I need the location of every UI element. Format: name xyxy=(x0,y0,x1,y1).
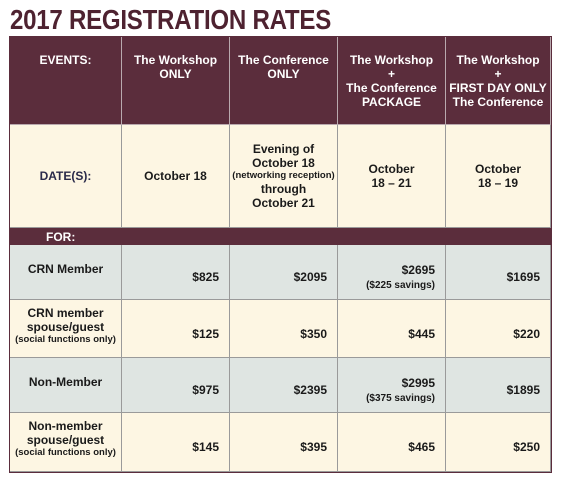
date-text: October 18 xyxy=(144,169,207,183)
row-label: Non-Member xyxy=(28,375,103,389)
row-label-cell: CRN Member xyxy=(10,245,122,300)
price: $1695 xyxy=(506,270,540,284)
row-label: (social functions only) xyxy=(15,447,116,458)
rates-table: EVENTS: The Workshop ONLY The Conference ONL… xyxy=(10,37,551,472)
price: $465 xyxy=(408,440,435,454)
price-cell: $2695 ($225 savings) xyxy=(338,245,446,300)
price-cell: $220 xyxy=(446,300,551,358)
row-label: CRN member xyxy=(27,305,104,320)
date-text: October 18 xyxy=(252,156,315,170)
header-text: The Workshop xyxy=(349,53,434,67)
date-cell: Evening of October 18 (networking receptio… xyxy=(230,125,338,228)
header-text: The Conference xyxy=(452,95,544,109)
price-cell: $975 xyxy=(122,358,230,413)
header-cell: The Workshop + The Conference PACKAGE xyxy=(338,37,446,125)
price-cell: $145 xyxy=(122,413,230,472)
price-cell: $125 xyxy=(122,300,230,358)
price-cell: $445 xyxy=(338,300,446,358)
header-text: + xyxy=(494,67,502,81)
price-cell: $350 xyxy=(230,300,338,358)
date-label: DATE(S): xyxy=(39,169,92,183)
price-cell: $1895 xyxy=(446,358,551,413)
header-text: The Workshop xyxy=(456,53,540,67)
date-text: 18 – 21 xyxy=(371,176,412,190)
header-text: The Workshop xyxy=(133,53,218,67)
price: $2395 xyxy=(293,383,327,397)
price: $220 xyxy=(513,326,540,341)
row-label: spouse/guest xyxy=(26,319,105,334)
price-cell: $395 xyxy=(230,413,338,472)
header-label: EVENTS: xyxy=(39,53,92,67)
header-cell: EVENTS: xyxy=(10,37,122,125)
header-text: ONLY xyxy=(267,67,300,81)
row-label-cell: Non-member spouse/guest (social functions … xyxy=(10,413,122,472)
header-cell: The Workshop ONLY xyxy=(122,37,230,125)
price: $125 xyxy=(192,326,219,341)
title: 2017 REGISTRATION RATES xyxy=(10,4,331,35)
price: $250 xyxy=(513,440,540,454)
date-cell: October 18 – 21 xyxy=(338,125,446,228)
header-text: + xyxy=(387,67,395,81)
header-text: PACKAGE xyxy=(361,95,422,109)
savings-note: ($375 savings) xyxy=(366,392,435,404)
header-text: ONLY xyxy=(159,67,192,81)
price: $445 xyxy=(408,326,435,341)
price: $145 xyxy=(192,440,219,454)
date-text: (networking reception) xyxy=(232,170,335,181)
price: $395 xyxy=(300,440,327,454)
date-text: October xyxy=(474,162,521,176)
for-bar: FOR: xyxy=(10,228,551,245)
date-text: October 21 xyxy=(252,196,315,210)
price-cell: $825 xyxy=(122,245,230,300)
date-cell: October 18 – 19 xyxy=(446,125,551,228)
price: $350 xyxy=(300,326,327,341)
price-cell: $465 xyxy=(338,413,446,472)
price-cell: $250 xyxy=(446,413,551,472)
date-text: October xyxy=(368,162,415,176)
price-cell: $2395 xyxy=(230,358,338,413)
for-label: FOR: xyxy=(46,229,76,244)
price: $825 xyxy=(192,270,219,284)
price: $2995 xyxy=(401,375,435,390)
row-label-cell: Non-Member xyxy=(10,358,122,413)
header-cell: The Conference ONLY xyxy=(230,37,338,125)
price: $1895 xyxy=(506,383,540,397)
header-text: The Conference xyxy=(346,81,437,95)
row-label: Non-member xyxy=(28,419,103,433)
date-text: through xyxy=(260,182,307,196)
row-label-cell: CRN member spouse/guest (social functions … xyxy=(10,300,122,358)
price: $975 xyxy=(192,383,219,397)
date-label-cell: DATE(S): xyxy=(10,125,122,228)
price-cell: $2995 ($375 savings) xyxy=(338,358,446,413)
price: $2095 xyxy=(293,270,327,284)
row-label: spouse/guest xyxy=(26,433,105,447)
price-cell: $2095 xyxy=(230,245,338,300)
date-cell: October 18 xyxy=(122,125,230,228)
header-text: The Conference xyxy=(238,53,329,67)
row-label: CRN Member xyxy=(27,262,104,276)
date-text: 18 – 19 xyxy=(477,176,519,190)
date-text: Evening of xyxy=(252,142,315,156)
header-text: FIRST DAY ONLY xyxy=(449,81,547,95)
header-cell: The Workshop + FIRST DAY ONLY The Conferenc… xyxy=(446,37,551,125)
savings-note: ($225 savings) xyxy=(366,279,435,291)
row-label: (social functions only) xyxy=(15,333,116,345)
price-cell: $1695 xyxy=(446,245,551,300)
price: $2695 xyxy=(401,262,435,277)
